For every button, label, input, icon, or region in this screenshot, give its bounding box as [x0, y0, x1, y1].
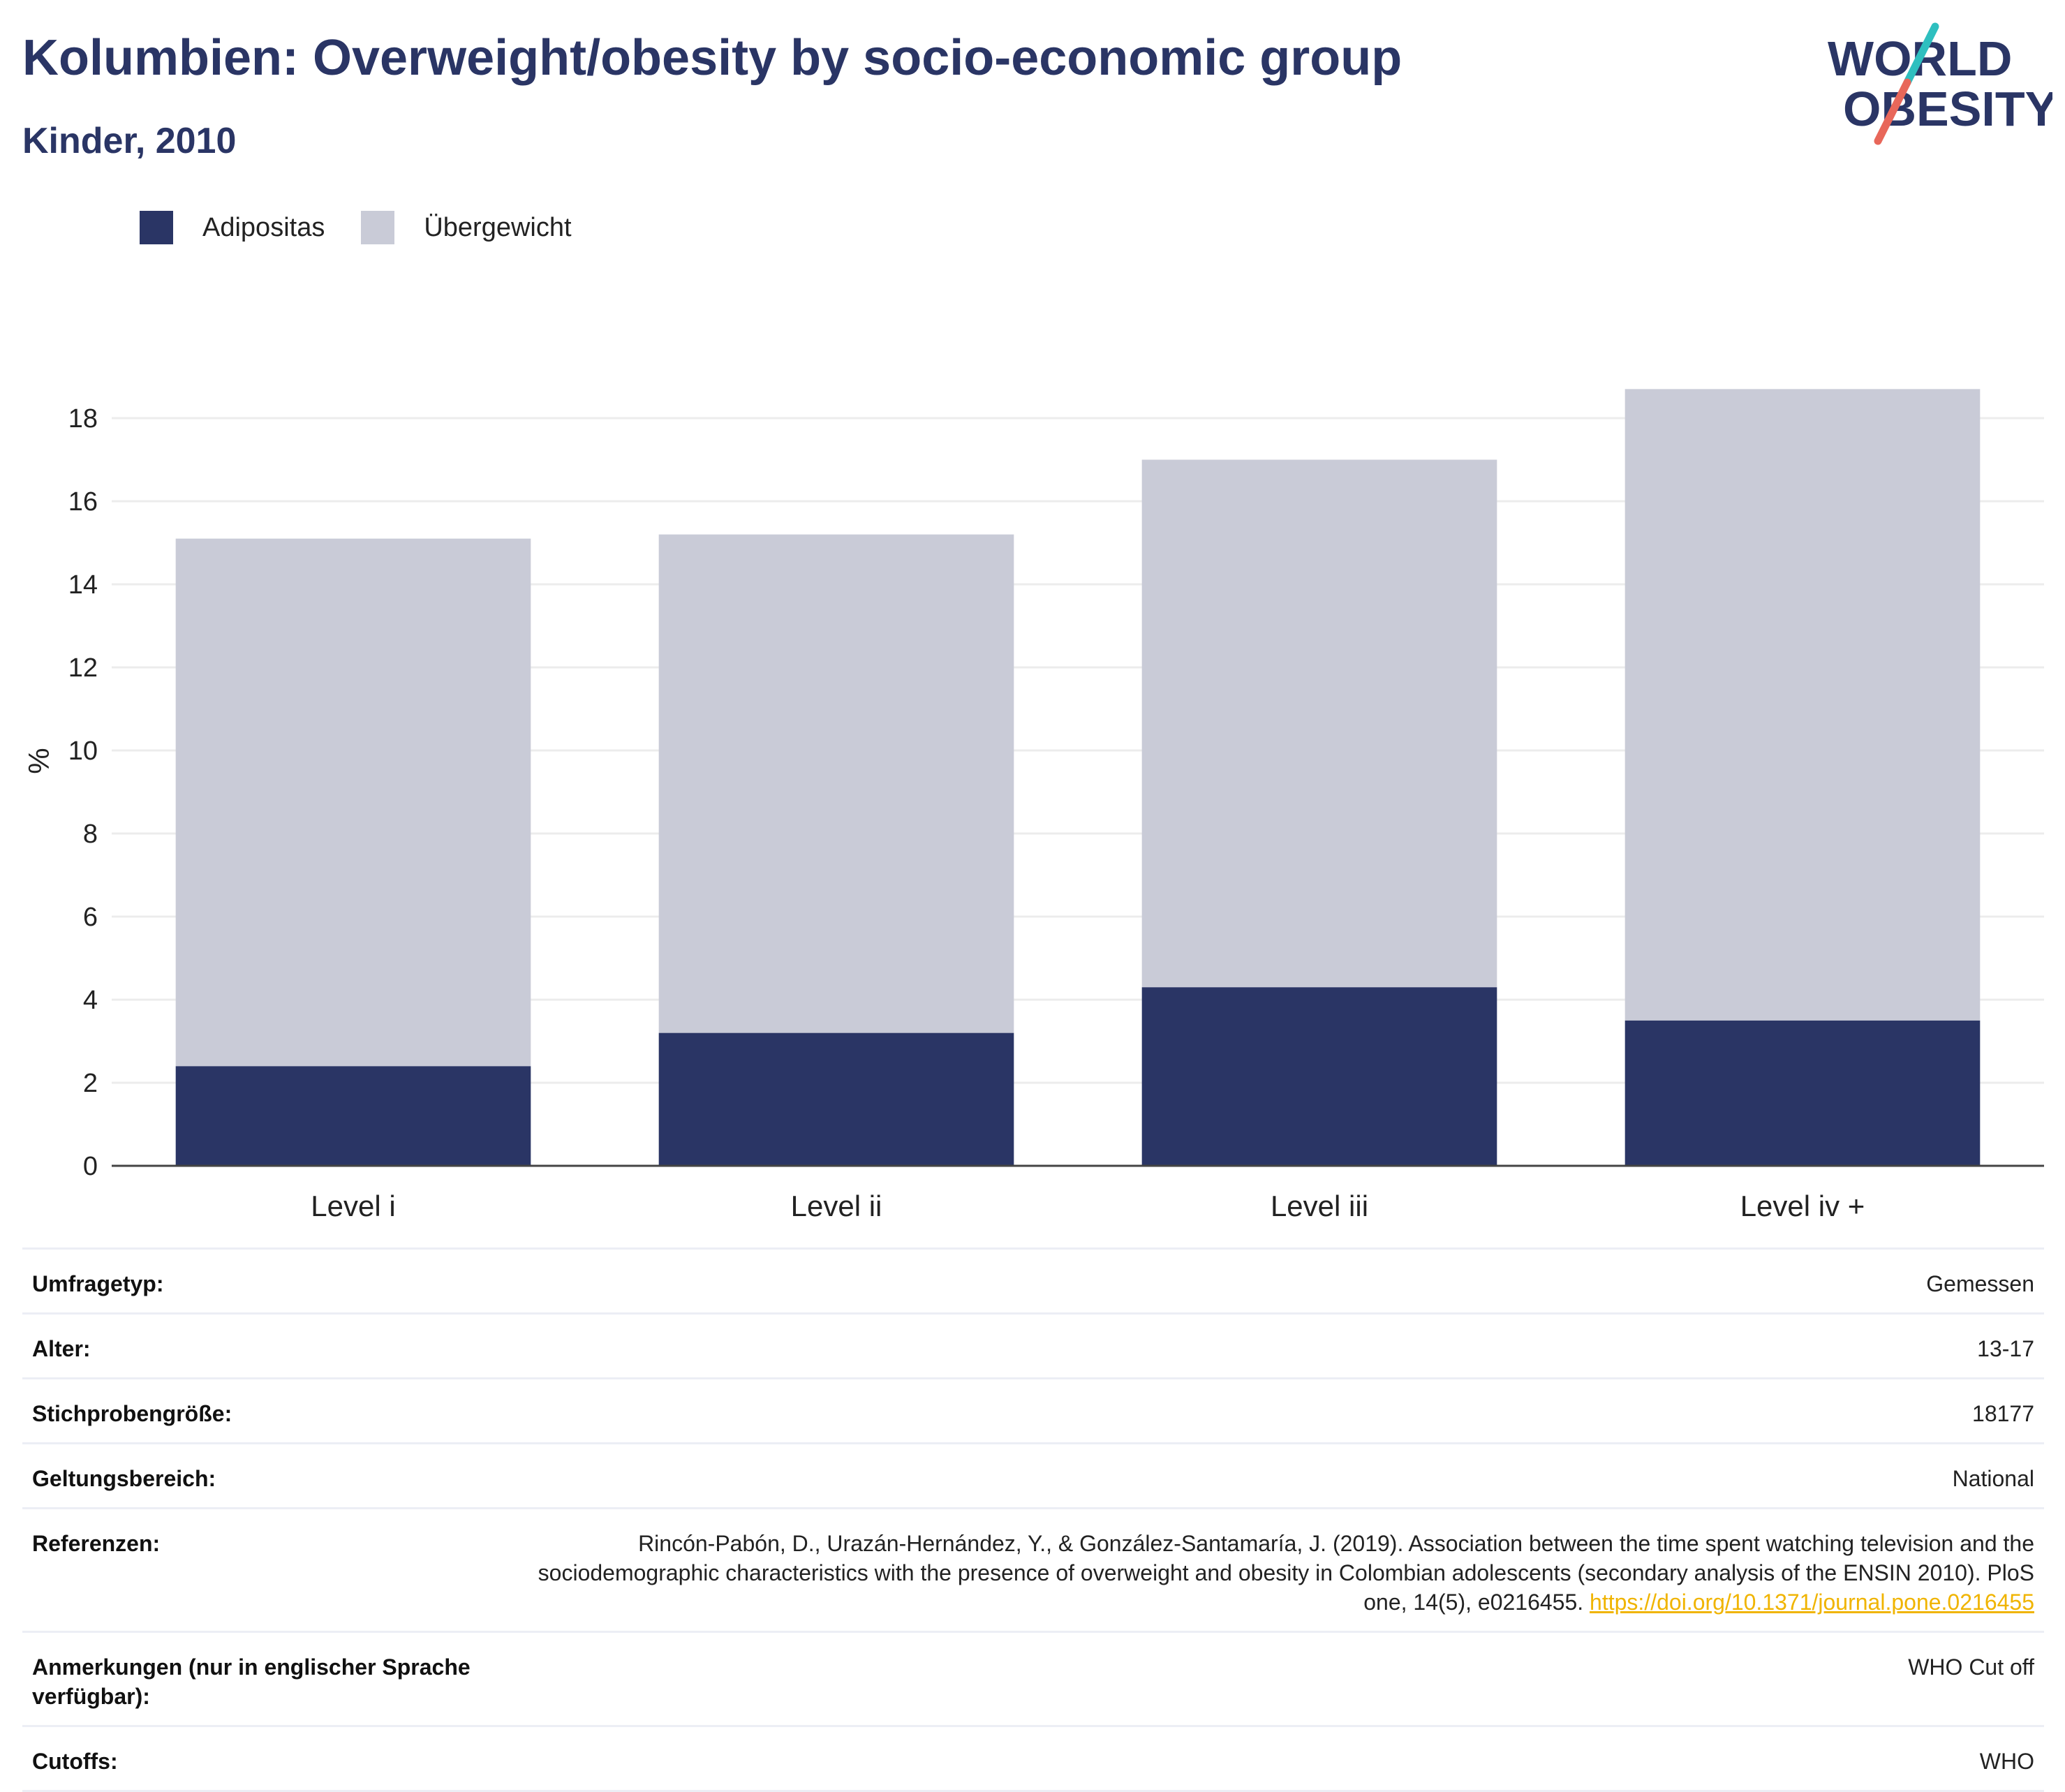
bar-adipositas	[175, 1066, 531, 1166]
info-row: Geltungsbereich: National	[22, 1444, 2044, 1509]
info-value: 13-17	[1977, 1334, 2034, 1363]
logo-slash-coral	[1874, 78, 1911, 145]
y-tick-label: 8	[83, 820, 98, 849]
x-tick-label: Level i	[311, 1190, 395, 1222]
info-value-text: Gemessen	[1926, 1271, 2034, 1296]
info-value: National	[1953, 1464, 2034, 1493]
info-label: Umfragetyp:	[32, 1271, 164, 1296]
info-value: WHO Cut off	[1908, 1652, 2034, 1682]
legend-label-uebergewicht: Übergewicht	[424, 212, 572, 242]
world-obesity-logo: WORLD OBESITY	[1828, 22, 2052, 145]
info-value-text: 18177	[1972, 1401, 2034, 1426]
logo-line2: OBESITY	[1843, 82, 2052, 136]
y-tick-label: 16	[68, 487, 98, 517]
bar-uebergewicht	[175, 538, 531, 1067]
info-value: 18177	[1972, 1399, 2034, 1428]
info-row: Cutoffs: WHO	[22, 1727, 2044, 1792]
bar-uebergewicht	[1141, 459, 1497, 988]
bar-adipositas	[1624, 1020, 1981, 1166]
info-value-text: WHO	[1979, 1749, 2034, 1774]
info-value: WHO	[1980, 1747, 2034, 1776]
info-label: Referenzen:	[32, 1531, 161, 1556]
info-value-text: Rincón-Pabón, D., Urazán-Hernández, Y., …	[538, 1531, 2034, 1615]
info-value: Gemessen	[1926, 1269, 2034, 1298]
x-tick-label: Level ii	[791, 1190, 882, 1222]
logo-slash-teal	[1903, 22, 1939, 87]
legend-label-adipositas: Adipositas	[202, 212, 325, 242]
info-value-text: WHO Cut off	[1908, 1654, 2034, 1680]
x-tick-label: Level iii	[1271, 1190, 1368, 1222]
metadata-table: Umfragetyp: Gemessen Alter: 13-17 Stichprobe…	[22, 1247, 2044, 1792]
page-subtitle: Kinder, 2010	[22, 121, 237, 161]
bar-uebergewicht	[1624, 389, 1981, 1021]
info-row: Stichprobengröße: 18177	[22, 1379, 2044, 1444]
legend-swatch-adipositas	[140, 211, 173, 244]
info-row: Anmerkungen (nur in englischer Sprache v…	[22, 1633, 2044, 1727]
info-value: Rincón-Pabón, D., Urazán-Hernández, Y., …	[535, 1529, 2034, 1617]
info-label: Geltungsbereich:	[32, 1466, 216, 1491]
legend-item-adipositas[interactable]: Adipositas	[140, 211, 325, 244]
info-value-text: National	[1952, 1466, 2034, 1491]
y-tick-label: 14	[68, 570, 98, 600]
legend-item-uebergewicht[interactable]: Übergewicht	[361, 211, 572, 244]
stacked-bar-chart: 0 2 4 6 8 10 12 14 16 18% Level i Level ii Level iii…	[22, 389, 2044, 1222]
y-axis-label: %	[22, 748, 55, 773]
y-tick-label: 18	[68, 404, 98, 434]
info-value-text: 13-17	[1977, 1336, 2034, 1361]
info-label: Cutoffs:	[32, 1749, 118, 1774]
reference-link[interactable]: https://doi.org/10.1371/journal.pone.021…	[1590, 1590, 2034, 1615]
y-tick-label: 12	[68, 653, 98, 683]
x-tick-label: Level iv +	[1740, 1190, 1865, 1222]
chart-legend: Adipositas Übergewicht	[140, 207, 608, 249]
legend-swatch-uebergewicht	[361, 211, 395, 244]
y-tick-label: 2	[83, 1069, 98, 1098]
bar-adipositas	[658, 1032, 1014, 1166]
y-tick-label: 10	[68, 736, 98, 766]
info-label: Anmerkungen (nur in englischer Sprache v…	[32, 1654, 471, 1709]
bar-adipositas	[1141, 987, 1497, 1166]
info-label: Alter:	[32, 1336, 91, 1361]
y-tick-label: 6	[83, 903, 98, 932]
info-row: Referenzen: Rincón-Pabón, D., Urazán-Hern…	[22, 1509, 2044, 1633]
y-tick-label: 0	[83, 1152, 98, 1181]
bar-uebergewicht	[658, 534, 1014, 1033]
info-row: Alter: 13-17	[22, 1315, 2044, 1379]
info-row: Umfragetyp: Gemessen	[22, 1250, 2044, 1315]
y-tick-label: 4	[83, 986, 98, 1015]
page-title: Kolumbien: Overweight/obesity by socio-e…	[22, 30, 1402, 86]
info-label: Stichprobengröße:	[32, 1401, 232, 1426]
